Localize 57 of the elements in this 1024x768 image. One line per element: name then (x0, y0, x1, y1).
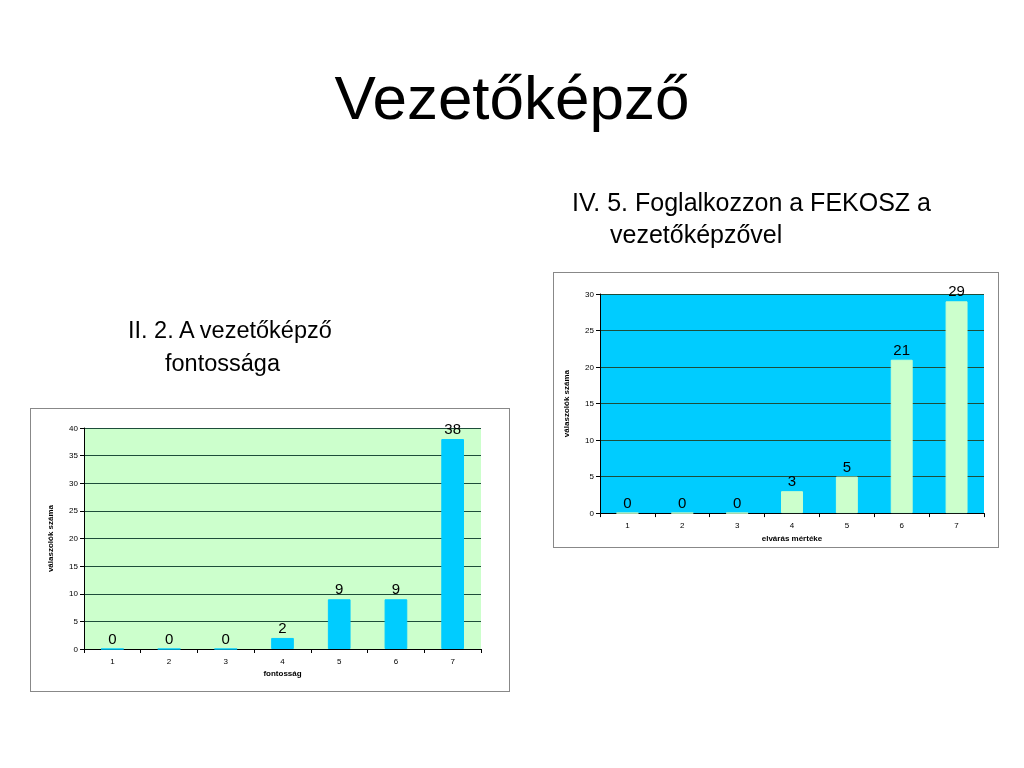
y-tick-label: 15 (69, 561, 79, 571)
bar (890, 359, 913, 514)
x-tick-label: 2 (166, 656, 172, 666)
x-tick-label: 2 (680, 520, 686, 530)
bar (781, 491, 803, 514)
data-label: 0 (108, 629, 117, 647)
chart-title: IV. 5. Foglalkozzon a FEKOSZ a vezetőképzővel (572, 187, 932, 250)
x-tick-label: 5 (844, 520, 850, 530)
bar (384, 599, 408, 649)
x-tick-label: 4 (789, 520, 795, 530)
y-tick-label: 10 (585, 435, 595, 445)
y-tick-label: 15 (585, 399, 595, 409)
data-label: 9 (335, 580, 344, 598)
bar (945, 301, 968, 514)
x-tick-label: 5 (336, 656, 342, 666)
x-tick-label: 1 (110, 656, 116, 666)
data-label: 9 (391, 580, 401, 598)
y-axis-title: válaszolók száma (561, 369, 571, 438)
y-tick-label: 40 (69, 423, 79, 433)
y-tick-label: 0 (73, 644, 79, 654)
x-tick-label: 7 (450, 656, 456, 666)
data-label: 0 (678, 493, 687, 511)
x-tick-label: 4 (280, 656, 286, 666)
x-axis-title: elvárás mértéke (761, 533, 823, 543)
y-axis-title: válaszolók száma (45, 504, 55, 573)
x-tick-label: 1 (625, 520, 631, 530)
data-label: 0 (164, 629, 174, 647)
data-label: 0 (623, 493, 632, 511)
x-tick-label: 3 (223, 656, 229, 666)
data-label: 21 (893, 340, 911, 358)
data-label: 0 (732, 493, 742, 511)
y-tick-label: 30 (585, 289, 595, 299)
y-tick-label: 10 (69, 589, 79, 599)
data-label: 3 (787, 472, 797, 490)
y-tick-label: 20 (69, 534, 79, 543)
y-tick-label: 25 (69, 506, 79, 516)
bar (441, 439, 464, 649)
x-tick-label: 6 (393, 656, 399, 666)
x-tick-label: 7 (954, 520, 960, 530)
x-tick-label: 6 (899, 520, 905, 530)
y-tick-label: 20 (585, 362, 595, 372)
y-tick-label: 5 (73, 616, 79, 626)
y-tick-label: 0 (589, 508, 595, 518)
x-tick-label: 3 (734, 520, 740, 530)
text: Vezetőképző (333, 62, 691, 134)
bar (327, 599, 351, 649)
y-tick-label: 35 (69, 451, 79, 461)
y-tick-label: 25 (585, 326, 595, 336)
data-label: 0 (221, 629, 230, 647)
y-tick-label: 5 (589, 472, 595, 482)
chart-title: II. 2. A vezetőképző fontossága (128, 316, 333, 378)
bar (271, 637, 294, 649)
y-tick-label: 30 (69, 478, 79, 488)
data-label: 5 (842, 457, 852, 475)
bar (835, 476, 858, 514)
x-axis-title: fontosság (263, 669, 302, 679)
data-label: 2 (278, 618, 287, 636)
